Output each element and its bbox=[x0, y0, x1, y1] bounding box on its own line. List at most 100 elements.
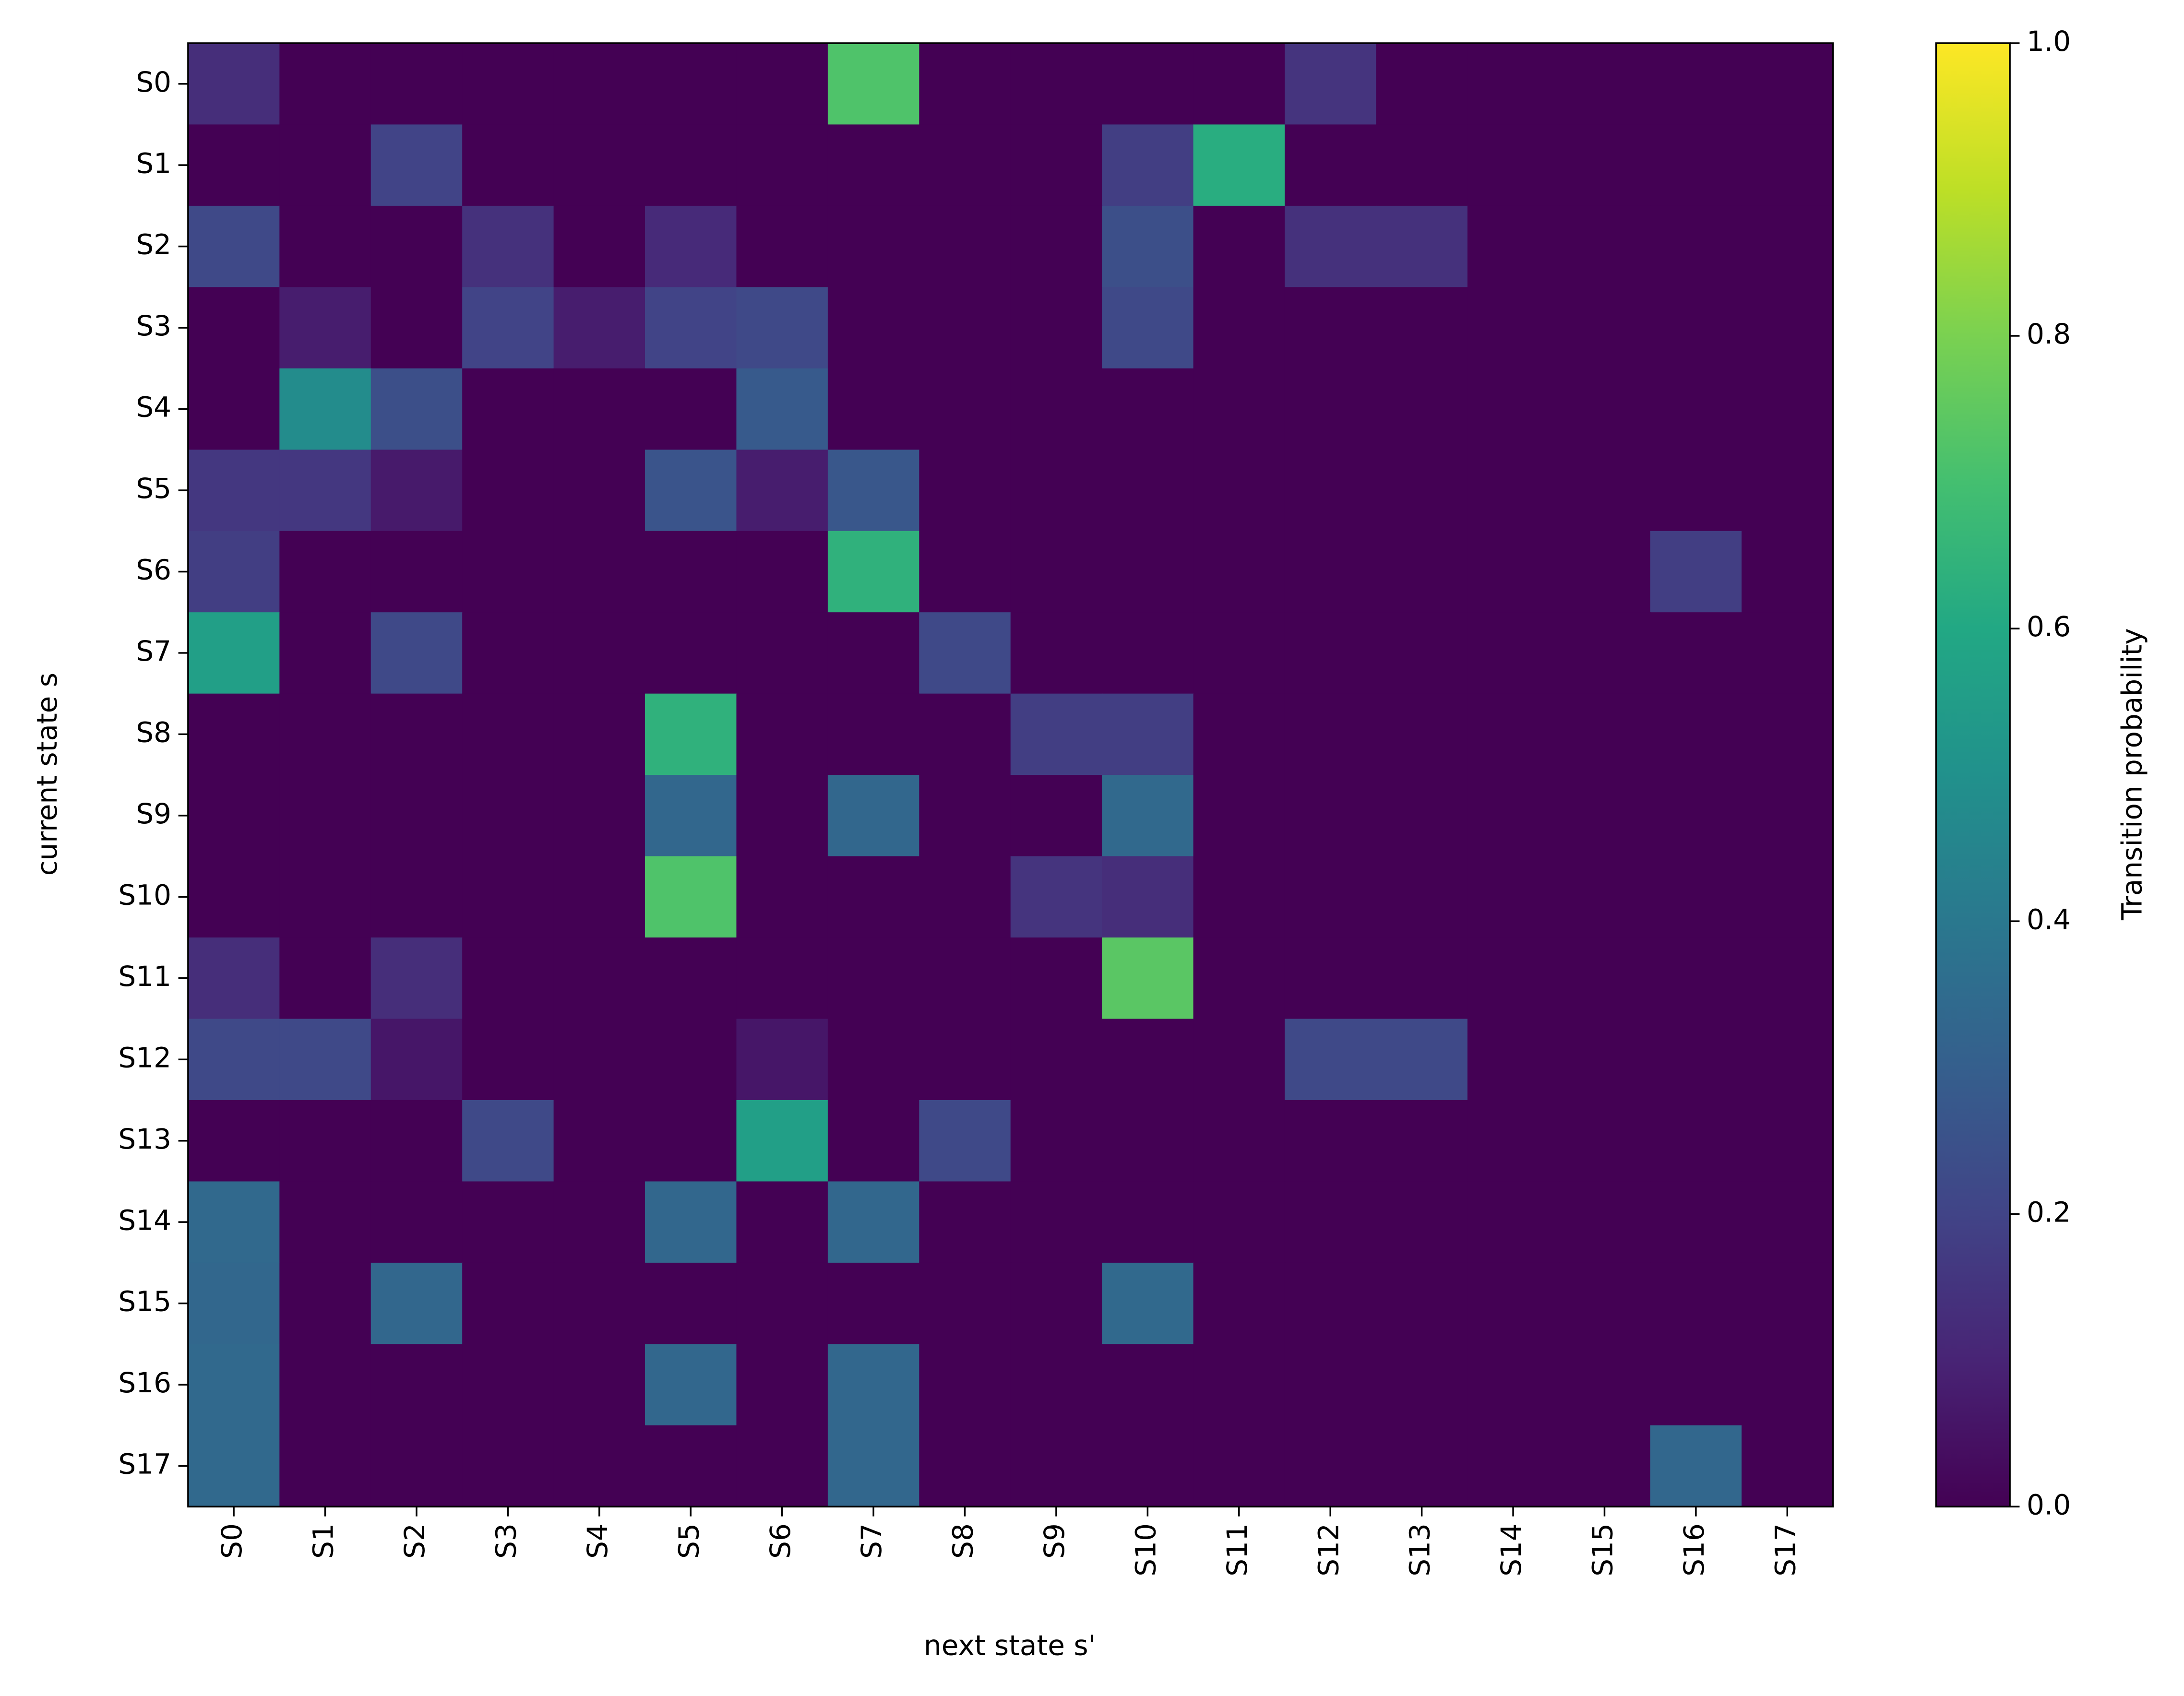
heatmap-cell bbox=[553, 1425, 646, 1507]
heatmap-cell bbox=[1742, 205, 1834, 288]
heatmap-cell bbox=[645, 693, 737, 776]
y-tick-label: S9 bbox=[136, 797, 171, 830]
heatmap-cell bbox=[1010, 450, 1103, 532]
heatmap-cell bbox=[1010, 693, 1103, 776]
heatmap-cell bbox=[736, 612, 829, 695]
heatmap-cell bbox=[919, 368, 1012, 451]
heatmap-cell bbox=[1284, 287, 1377, 369]
heatmap-cell bbox=[645, 1262, 737, 1345]
heatmap-cell bbox=[1284, 205, 1377, 288]
colorbar-tick-label: 0.6 bbox=[2027, 610, 2071, 643]
heatmap-cell bbox=[1742, 1181, 1834, 1264]
heatmap-cell bbox=[1284, 1100, 1377, 1182]
heatmap-cell bbox=[279, 1262, 372, 1345]
y-tick-label: S5 bbox=[136, 472, 171, 505]
heatmap-cell bbox=[370, 775, 463, 857]
heatmap-cell bbox=[1742, 1019, 1834, 1101]
heatmap-cell bbox=[188, 693, 280, 776]
heatmap-cell bbox=[370, 612, 463, 695]
heatmap-cell bbox=[1284, 1344, 1377, 1426]
heatmap-cell bbox=[1376, 1100, 1468, 1182]
heatmap-cell bbox=[1742, 43, 1834, 125]
heatmap-cell bbox=[279, 1019, 372, 1101]
heatmap-cell bbox=[1742, 775, 1834, 857]
heatmap-cell bbox=[553, 775, 646, 857]
y-tick-label: S0 bbox=[136, 66, 171, 98]
x-tick-label: S10 bbox=[1129, 1523, 1162, 1577]
heatmap-cell bbox=[1559, 693, 1651, 776]
x-tick-label: S6 bbox=[764, 1523, 797, 1559]
heatmap-cell bbox=[645, 1344, 737, 1426]
y-tick-label: S2 bbox=[136, 228, 171, 261]
heatmap-cell bbox=[1376, 775, 1468, 857]
heatmap-cell bbox=[553, 287, 646, 369]
heatmap-cell bbox=[827, 1019, 920, 1101]
x-tick-label: S7 bbox=[855, 1523, 888, 1559]
y-tick-label: S10 bbox=[118, 878, 171, 911]
heatmap-cell bbox=[1376, 287, 1468, 369]
heatmap-cell bbox=[1010, 1100, 1103, 1182]
heatmap-cell bbox=[1650, 43, 1742, 125]
heatmap-cell bbox=[1376, 124, 1468, 207]
heatmap-cell bbox=[736, 124, 829, 207]
heatmap-cell bbox=[188, 856, 280, 938]
heatmap-cell bbox=[736, 1181, 829, 1264]
x-tick-label: S4 bbox=[581, 1523, 614, 1559]
colorbar-tick-label: 0.4 bbox=[2027, 903, 2071, 936]
heatmap-cell bbox=[1010, 205, 1103, 288]
heatmap-cell bbox=[279, 1425, 372, 1507]
heatmap-cell bbox=[1102, 1100, 1194, 1182]
x-tick-label: S2 bbox=[398, 1523, 431, 1559]
heatmap-cell bbox=[188, 531, 280, 613]
heatmap-cell bbox=[827, 937, 920, 1020]
heatmap-cell bbox=[1010, 1019, 1103, 1101]
heatmap-cell bbox=[1376, 612, 1468, 695]
y-tick-label: S14 bbox=[118, 1204, 171, 1236]
heatmap-cell bbox=[827, 205, 920, 288]
heatmap-cell bbox=[1559, 368, 1651, 451]
heatmap-cell bbox=[1559, 450, 1651, 532]
x-tick-label: S17 bbox=[1769, 1523, 1802, 1577]
heatmap-cell bbox=[645, 856, 737, 938]
heatmap-cell bbox=[827, 1181, 920, 1264]
heatmap-cell bbox=[1102, 43, 1194, 125]
heatmap-cell bbox=[1010, 937, 1103, 1020]
heatmap-cell bbox=[1742, 368, 1834, 451]
plot-frame bbox=[187, 42, 1834, 1508]
heatmap-cell bbox=[370, 287, 463, 369]
heatmap-cell bbox=[919, 1262, 1012, 1345]
heatmap-cell bbox=[1193, 43, 1286, 125]
heatmap-cell bbox=[553, 368, 646, 451]
heatmap-cell bbox=[553, 450, 646, 532]
heatmap-cell bbox=[462, 1344, 555, 1426]
heatmap-cell bbox=[1559, 1262, 1651, 1345]
heatmap-cell bbox=[1102, 368, 1194, 451]
heatmap-cell bbox=[1102, 612, 1194, 695]
heatmap-cell bbox=[370, 1181, 463, 1264]
heatmap-cell bbox=[1742, 856, 1834, 938]
heatmap-cell bbox=[1467, 775, 1560, 857]
heatmap-cell bbox=[1650, 287, 1742, 369]
heatmap-cell bbox=[1010, 775, 1103, 857]
heatmap-cell bbox=[1650, 1019, 1742, 1101]
y-tick-label: S1 bbox=[136, 147, 171, 179]
heatmap-cell bbox=[736, 531, 829, 613]
heatmap-cell bbox=[1193, 1100, 1286, 1182]
heatmap-cell bbox=[1284, 1262, 1377, 1345]
heatmap-cell bbox=[1193, 1262, 1286, 1345]
heatmap-cell bbox=[645, 124, 737, 207]
heatmap-cell bbox=[919, 124, 1012, 207]
y-tick-label: S8 bbox=[136, 716, 171, 749]
heatmap-cell bbox=[1193, 1019, 1286, 1101]
heatmap-cell bbox=[645, 937, 737, 1020]
heatmap-cell bbox=[370, 1262, 463, 1345]
heatmap-cell bbox=[370, 450, 463, 532]
x-tick-label: S1 bbox=[307, 1523, 340, 1559]
heatmap-cell bbox=[553, 124, 646, 207]
heatmap-cell bbox=[1376, 937, 1468, 1020]
heatmap-cell bbox=[370, 1019, 463, 1101]
heatmap-cell bbox=[553, 43, 646, 125]
heatmap-cell bbox=[736, 450, 829, 532]
heatmap-cell bbox=[1102, 287, 1194, 369]
heatmap-cell bbox=[188, 1181, 280, 1264]
